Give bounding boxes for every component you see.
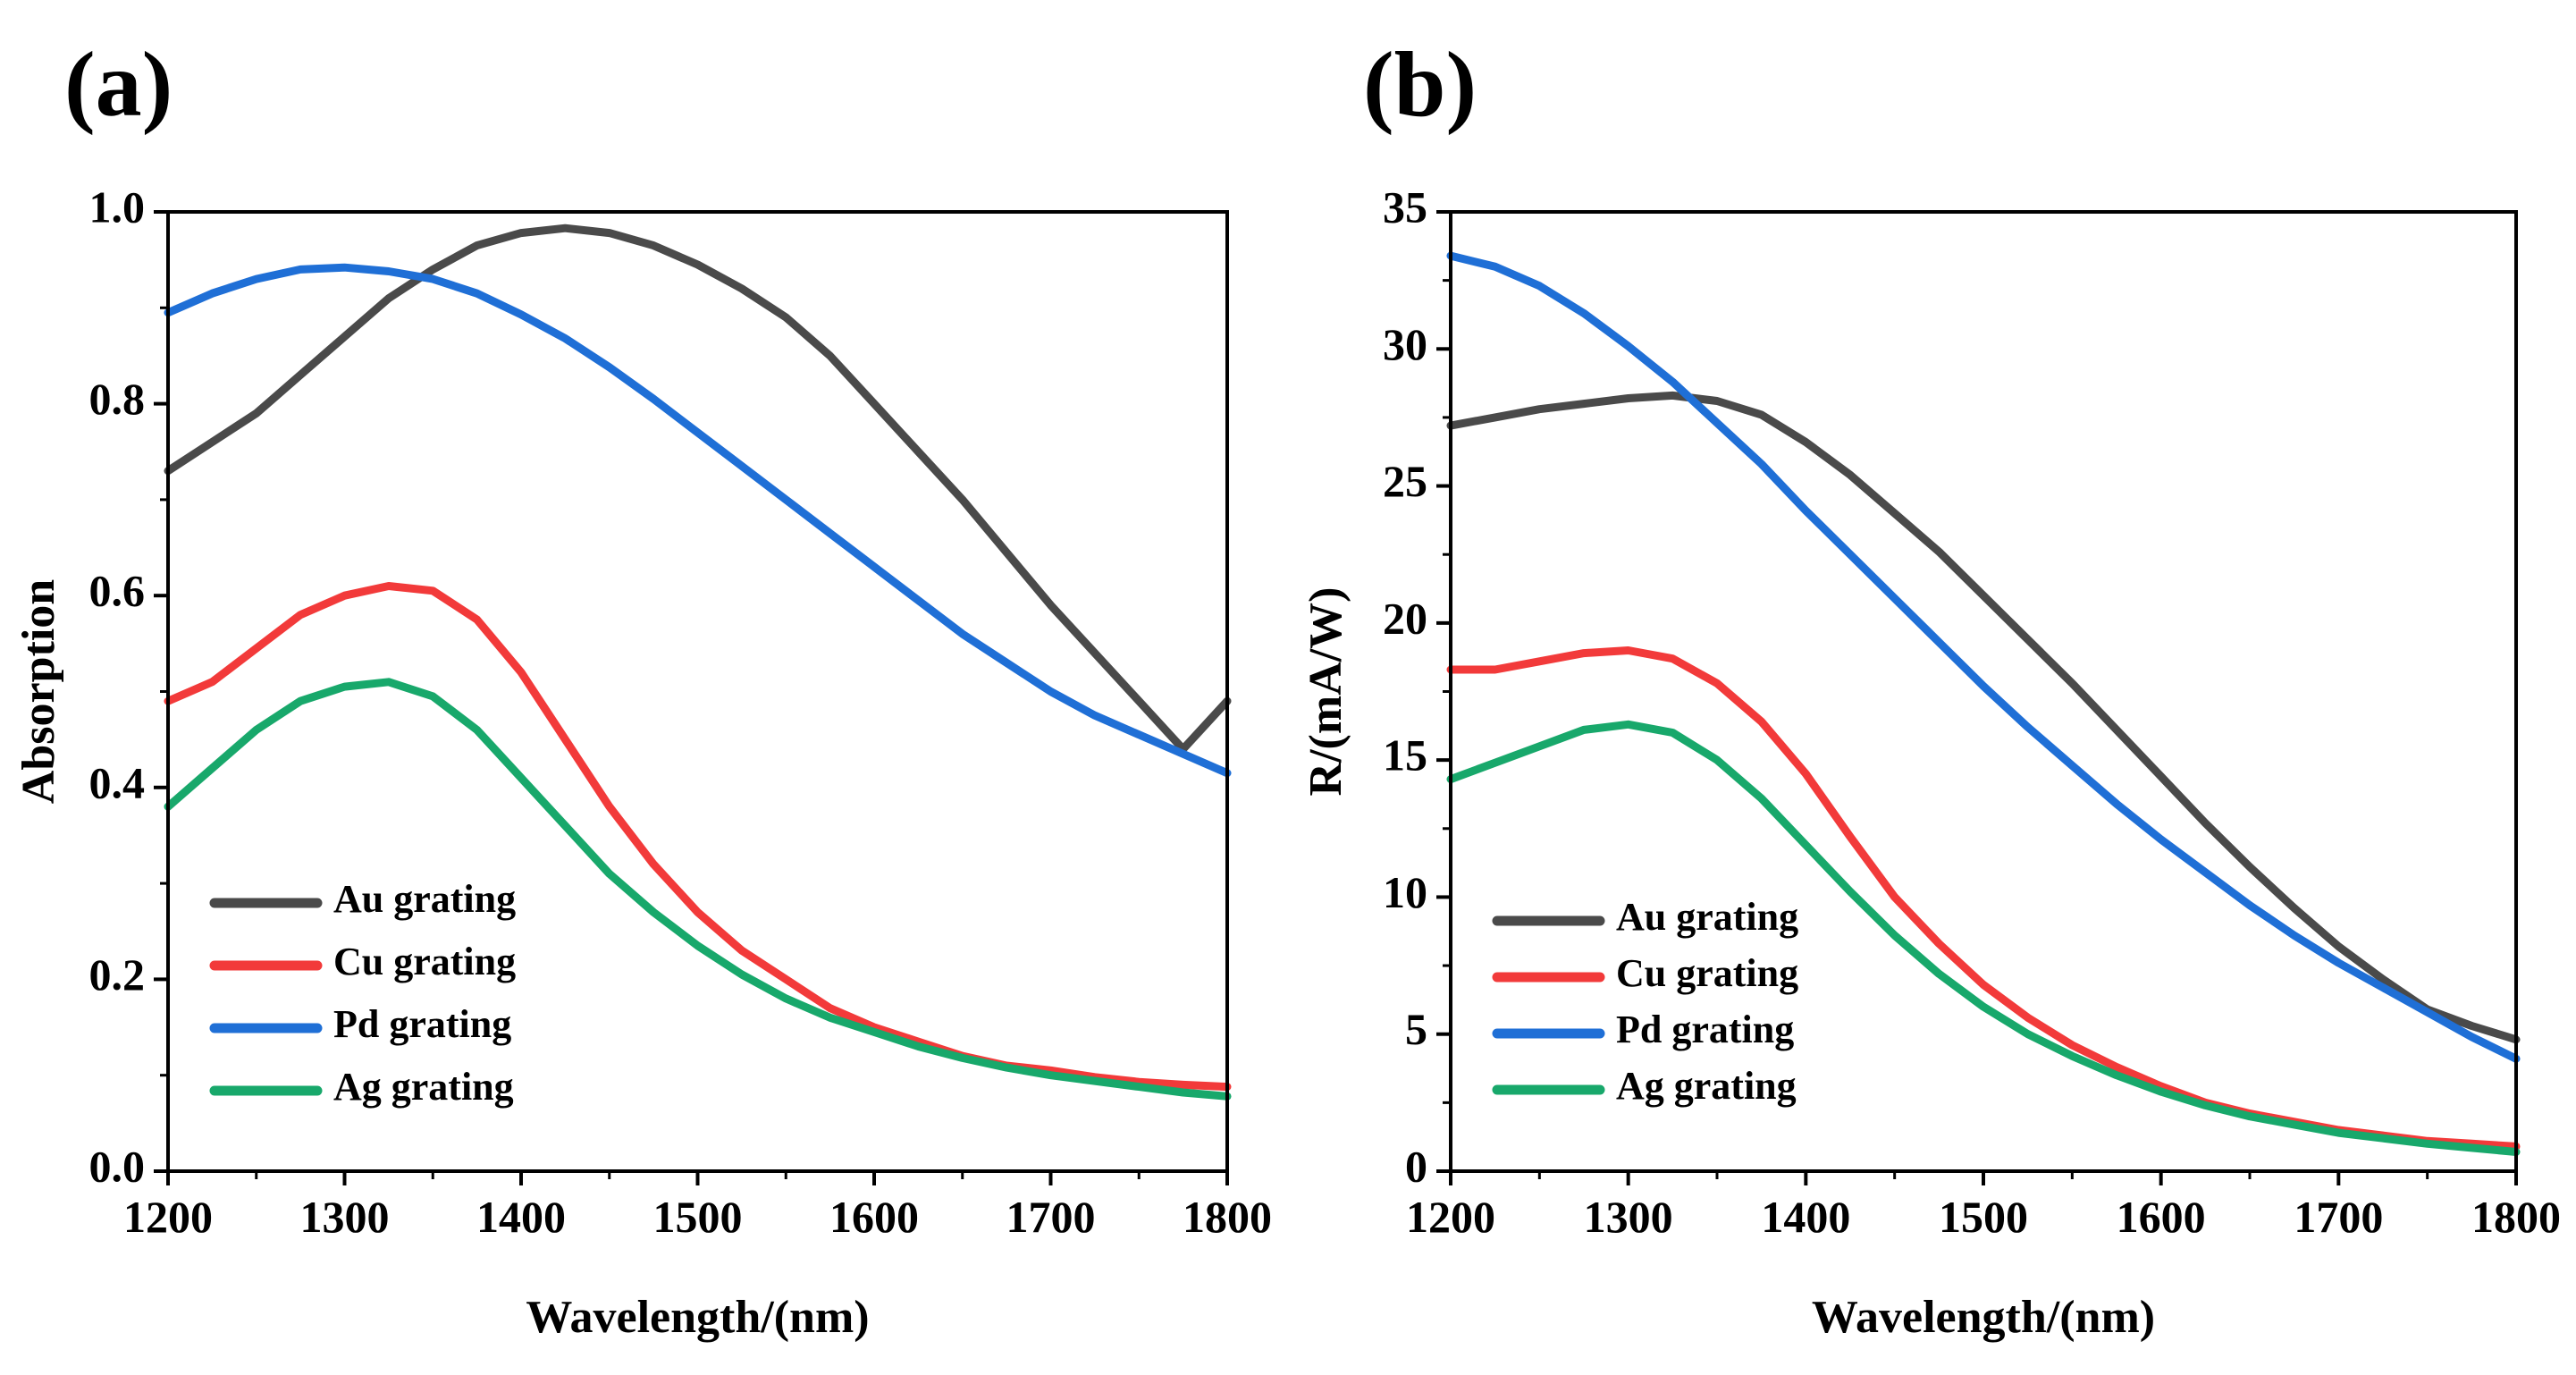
legend-label: Cu grating <box>1616 951 1798 995</box>
chart-panel-b: (b) 1200 1300 1400 1500 1600 1700 1800 0 5 10 15 20 2… <box>1301 33 2561 1343</box>
y-tick-label: 0.6 <box>89 566 146 616</box>
legend-label: Ag grating <box>1616 1064 1797 1108</box>
y-tick-label: 0.4 <box>89 757 146 807</box>
y-axis-label: R/(mA/W) <box>1301 587 1351 797</box>
y-tick-label: 25 <box>1383 456 1427 506</box>
x-tick-label: 1400 <box>1761 1192 1850 1242</box>
y-tick-label: 0.2 <box>89 949 146 1000</box>
series-line-au <box>1446 391 2521 1044</box>
panel-label: (b) <box>1363 33 1477 136</box>
x-tick-label: 1200 <box>1406 1192 1495 1242</box>
legend-label: Ag grating <box>333 1065 514 1109</box>
x-tick-label: 1600 <box>829 1192 919 1242</box>
y-tick-label: 1.0 <box>89 181 146 232</box>
series-line-ag <box>164 678 1232 1101</box>
legend: Au grating Cu grating Pd grating Ag grating <box>1492 895 1798 1108</box>
x-axis-label: Wavelength/(nm) <box>1812 1292 2155 1343</box>
series-line-pd <box>1446 251 2521 1063</box>
legend-label: Pd grating <box>333 1002 511 1046</box>
y-tick-label: 0.8 <box>89 374 146 424</box>
chart-panel-a: (a) 1200 1300 1400 1500 1600 1700 1800 0.0 0.2 0.4… <box>13 33 1272 1343</box>
y-tick-label: 0.0 <box>89 1141 146 1191</box>
legend: Au grating Cu grating Pd grating Ag grating <box>209 877 516 1109</box>
series-line-ag <box>1446 720 2521 1156</box>
x-tick-label: 1600 <box>2117 1192 2206 1242</box>
y-tick-label: 35 <box>1383 181 1427 232</box>
y-tick-label: 30 <box>1383 319 1427 369</box>
y-tick-label: 10 <box>1383 867 1427 917</box>
y-tick-label: 5 <box>1405 1004 1427 1054</box>
y-axis-label: Absorption <box>13 579 64 804</box>
panel-label: (a) <box>64 33 173 136</box>
legend-label: Cu grating <box>333 940 516 983</box>
legend-label: Au grating <box>1616 895 1798 939</box>
y-tick-label: 15 <box>1383 730 1427 780</box>
x-tick-label: 1300 <box>300 1192 390 1242</box>
x-tick-label: 1200 <box>123 1192 213 1242</box>
x-tick-label: 1500 <box>653 1192 743 1242</box>
x-tick-label: 1700 <box>2294 1192 2383 1242</box>
x-tick-label: 1800 <box>1183 1192 1272 1242</box>
legend-label: Au grating <box>333 877 516 921</box>
y-tick-label: 20 <box>1383 593 1427 643</box>
legend-label: Pd grating <box>1616 1008 1794 1051</box>
y-tick-label: 0 <box>1405 1141 1427 1191</box>
x-tick-label: 1500 <box>1939 1192 2028 1242</box>
series-line-au <box>164 224 1232 754</box>
x-tick-label: 1800 <box>2471 1192 2561 1242</box>
x-tick-label: 1700 <box>1006 1192 1096 1242</box>
x-tick-label: 1400 <box>476 1192 566 1242</box>
series-line-pd <box>164 263 1232 778</box>
x-axis-label: Wavelength/(nm) <box>526 1292 869 1343</box>
series-line-cu <box>164 582 1232 1092</box>
x-tick-label: 1300 <box>1584 1192 1673 1242</box>
